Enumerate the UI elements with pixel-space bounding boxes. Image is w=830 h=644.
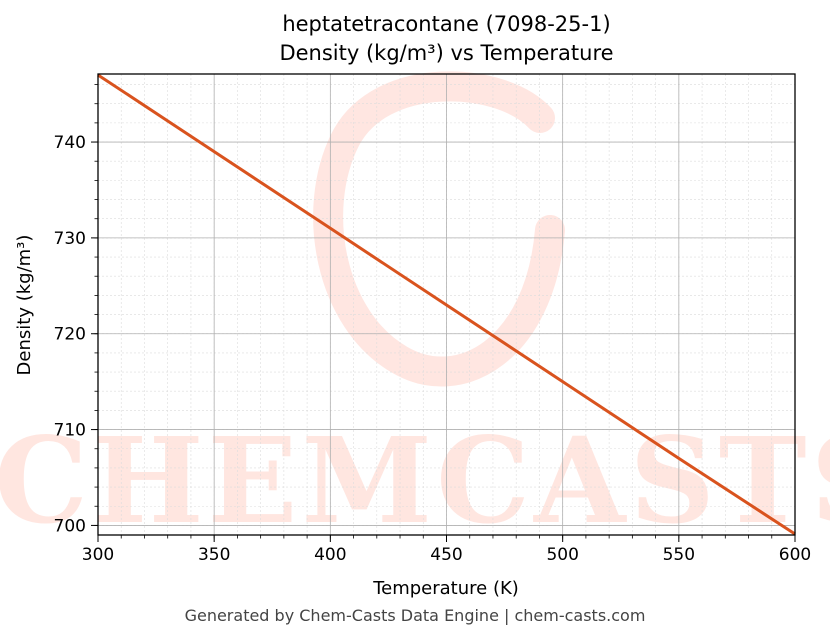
x-tick-label: 300 <box>82 545 114 565</box>
y-tick-label: 700 <box>54 516 86 536</box>
footer-credit: Generated by Chem-Casts Data Engine | ch… <box>184 606 646 625</box>
x-tick-label: 450 <box>430 545 462 565</box>
x-axis-label: Temperature (K) <box>372 578 519 599</box>
density-series-line <box>97 73 796 536</box>
y-tick-label: 740 <box>54 133 86 153</box>
x-tick-label: 400 <box>314 545 346 565</box>
x-tick-label: 550 <box>663 545 695 565</box>
y-tick-label: 720 <box>54 325 86 345</box>
series-group <box>97 73 796 536</box>
watermark-logo: CHEMCASTS <box>0 71 830 550</box>
major-grid <box>97 74 796 535</box>
y-tick-label: 710 <box>54 421 86 441</box>
x-tick-label: 600 <box>779 545 811 565</box>
y-tick-label: 730 <box>54 229 86 249</box>
chart-title: heptatetracontane (7098-25-1) <box>282 12 611 36</box>
watermark-text: CHEMCASTS <box>0 411 830 550</box>
chart-subtitle: Density (kg/m³) vs Temperature <box>279 41 614 65</box>
y-axis-label: Density (kg/m³) <box>14 235 35 376</box>
x-tick-label: 500 <box>546 545 578 565</box>
x-tick-label: 350 <box>198 545 230 565</box>
axis-ticks: 300 350 400 450 500 550 600 700 710 720 730 740 <box>54 84 811 565</box>
